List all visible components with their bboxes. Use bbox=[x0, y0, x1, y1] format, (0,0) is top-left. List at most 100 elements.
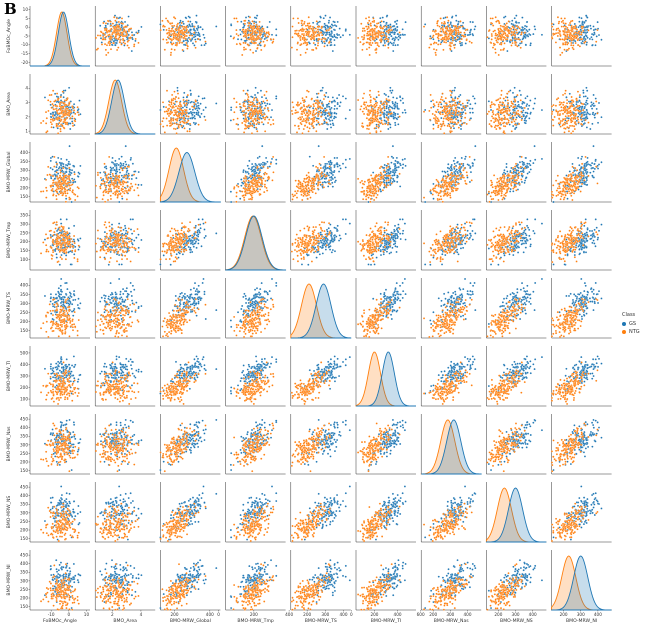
y-tick-label: 10 bbox=[23, 7, 29, 12]
point-ntg bbox=[297, 21, 300, 25]
point-gs bbox=[403, 33, 406, 36]
point-ntg bbox=[430, 43, 433, 46]
point-ntg bbox=[299, 116, 302, 119]
point-ntg bbox=[571, 35, 574, 38]
point-gs bbox=[522, 37, 525, 40]
point-ntg bbox=[68, 109, 71, 112]
point-ntg bbox=[558, 101, 561, 104]
point-ntg bbox=[178, 123, 181, 126]
subplot-r1-c5 bbox=[355, 74, 416, 135]
point-ntg bbox=[398, 115, 401, 118]
point-ntg bbox=[293, 124, 296, 127]
point-ntg bbox=[458, 25, 461, 28]
point-gs bbox=[330, 100, 333, 103]
point-gs bbox=[399, 36, 402, 39]
y-tick-label: -10 bbox=[21, 42, 28, 47]
point-ntg bbox=[58, 121, 61, 124]
point-ntg bbox=[74, 112, 77, 115]
point-ntg bbox=[304, 38, 307, 41]
point-gs bbox=[533, 25, 536, 28]
point-gs bbox=[577, 26, 580, 29]
point-gs bbox=[399, 33, 402, 36]
point-ntg bbox=[191, 105, 194, 108]
point-ntg bbox=[316, 28, 319, 31]
point-ntg bbox=[267, 121, 270, 124]
point-ntg bbox=[446, 124, 449, 127]
point-ntg bbox=[520, 33, 523, 36]
point-gs bbox=[592, 111, 595, 114]
subplot-r0-c4 bbox=[290, 6, 351, 67]
point-gs bbox=[186, 39, 189, 42]
point-ntg bbox=[57, 184, 60, 187]
point-ntg bbox=[243, 102, 246, 105]
point-gs bbox=[66, 164, 69, 167]
point-ntg bbox=[317, 42, 320, 45]
point-ntg bbox=[299, 38, 302, 42]
point-ntg bbox=[95, 48, 98, 51]
point-ntg bbox=[248, 125, 251, 128]
point-gs bbox=[203, 97, 206, 100]
point-ntg bbox=[258, 102, 261, 105]
point-gs bbox=[49, 103, 52, 106]
point-ntg bbox=[566, 126, 569, 129]
point-ntg bbox=[440, 95, 443, 99]
point-ntg bbox=[114, 19, 117, 22]
point-ntg bbox=[175, 25, 178, 28]
point-gs bbox=[392, 44, 395, 47]
point-gs bbox=[191, 113, 194, 116]
point-ntg bbox=[386, 123, 389, 126]
point-ntg bbox=[387, 31, 390, 34]
point-ntg bbox=[185, 112, 188, 115]
point-gs bbox=[325, 105, 329, 108]
point-ntg bbox=[464, 29, 467, 32]
point-gs bbox=[105, 167, 108, 170]
point-ntg bbox=[61, 178, 64, 181]
point-ntg bbox=[233, 111, 236, 114]
point-ntg bbox=[449, 48, 452, 51]
point-ntg bbox=[295, 111, 298, 114]
point-gs bbox=[464, 33, 467, 36]
point-ntg bbox=[59, 192, 62, 195]
point-ntg bbox=[571, 130, 575, 133]
point-ntg bbox=[254, 110, 257, 113]
point-ntg bbox=[305, 95, 308, 99]
point-ntg bbox=[291, 101, 294, 104]
point-gs bbox=[321, 41, 324, 44]
point-gs bbox=[455, 19, 458, 22]
point-gs bbox=[568, 92, 571, 95]
point-gs bbox=[518, 89, 521, 92]
point-gs bbox=[467, 99, 470, 102]
point-ntg bbox=[363, 27, 366, 30]
point-ntg bbox=[66, 189, 69, 192]
point-ntg bbox=[251, 34, 254, 38]
point-ntg bbox=[137, 41, 140, 44]
point-gs bbox=[375, 96, 378, 99]
point-gs bbox=[328, 33, 331, 36]
point-ntg bbox=[385, 98, 388, 101]
point-gs bbox=[529, 99, 532, 102]
point-ntg bbox=[64, 179, 67, 182]
point-ntg bbox=[71, 122, 74, 125]
point-ntg bbox=[173, 48, 176, 51]
point-ntg bbox=[580, 118, 583, 121]
point-gs bbox=[392, 117, 395, 120]
point-ntg bbox=[104, 22, 108, 25]
point-ntg bbox=[257, 117, 260, 120]
point-gs bbox=[392, 50, 395, 53]
point-ntg bbox=[117, 32, 120, 35]
point-ntg bbox=[381, 111, 384, 114]
point-ntg bbox=[323, 94, 326, 97]
point-ntg bbox=[517, 25, 520, 28]
point-ntg bbox=[53, 155, 56, 158]
point-gs bbox=[392, 37, 395, 40]
point-ntg bbox=[104, 48, 107, 51]
point-ntg bbox=[51, 175, 54, 178]
point-gs bbox=[517, 103, 520, 106]
point-gs bbox=[329, 116, 332, 119]
point-ntg bbox=[384, 100, 387, 103]
point-ntg bbox=[175, 123, 178, 126]
point-ntg bbox=[304, 41, 307, 44]
point-ntg bbox=[131, 34, 134, 37]
point-gs bbox=[401, 33, 404, 36]
point-ntg bbox=[52, 184, 55, 187]
